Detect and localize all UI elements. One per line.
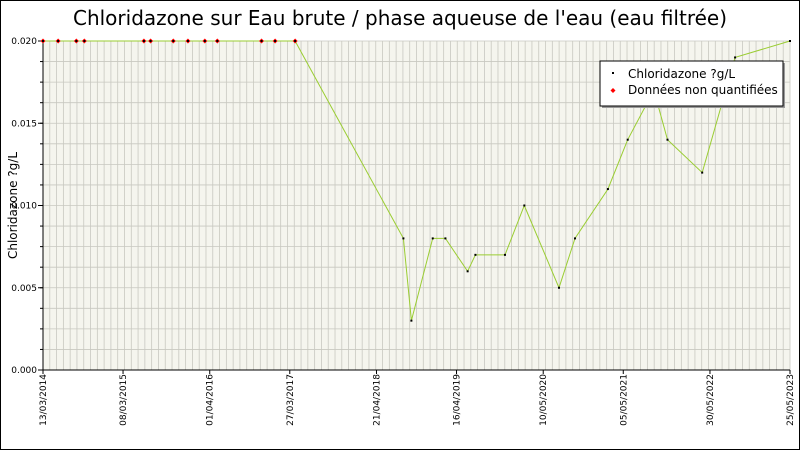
- data-point: [216, 40, 219, 42]
- y-tick-label: 0.005: [11, 284, 37, 294]
- x-tick-label: 08/03/2015: [119, 374, 129, 426]
- data-point: [626, 138, 629, 141]
- data-point: [172, 40, 175, 42]
- chart-title: Chloridazone sur Eau brute / phase aqueu…: [72, 6, 728, 30]
- x-tick-label: 05/05/2021: [619, 374, 629, 426]
- data-point: [574, 237, 577, 240]
- x-tick-label: 10/05/2020: [539, 374, 549, 426]
- data-point: [149, 40, 152, 42]
- y-axis-title: Chloridazone ?g/L: [6, 152, 20, 259]
- data-point: [444, 237, 447, 240]
- data-point: [734, 56, 737, 59]
- data-point: [142, 40, 145, 42]
- data-point: [57, 40, 60, 42]
- legend-label-non-quantified: Données non quantifiées: [628, 83, 778, 97]
- data-point: [83, 40, 86, 42]
- data-point: [474, 253, 477, 256]
- y-tick-label: 0.010: [11, 202, 37, 212]
- legend-marker-non-quantified: [610, 88, 616, 93]
- data-point: [523, 204, 526, 207]
- legend-box: [599, 60, 784, 107]
- data-point: [203, 40, 206, 42]
- data-point: [402, 237, 405, 240]
- y-tick-label: 0.020: [11, 37, 37, 47]
- x-tick-label: 21/04/2018: [372, 374, 382, 426]
- data-point: [260, 40, 263, 42]
- data-point: [431, 237, 434, 240]
- data-point: [789, 40, 791, 42]
- data-point: [42, 40, 44, 42]
- data-point: [606, 188, 609, 191]
- legend-label-series: Chloridazone ?g/L: [628, 67, 735, 81]
- data-point: [503, 253, 506, 256]
- x-tick-label: 25/05/2023: [786, 374, 796, 426]
- x-tick-label: 01/04/2016: [206, 374, 216, 426]
- data-point: [558, 286, 561, 289]
- data-point: [75, 40, 78, 42]
- x-tick-label: 30/05/2022: [706, 374, 716, 426]
- x-tick-label: 27/03/2017: [286, 374, 296, 426]
- data-point: [701, 171, 704, 174]
- y-tick-label: 0.000: [11, 366, 37, 376]
- data-point: [466, 270, 469, 273]
- data-point: [410, 319, 413, 322]
- x-tick-label: 13/03/2014: [39, 374, 49, 426]
- data-point: [186, 40, 189, 42]
- data-point: [294, 40, 297, 42]
- y-tick-label: 0.015: [11, 119, 37, 129]
- legend-marker-series: [612, 72, 614, 74]
- x-tick-label: 16/04/2019: [453, 374, 463, 426]
- data-point: [666, 138, 669, 141]
- data-point: [274, 40, 277, 42]
